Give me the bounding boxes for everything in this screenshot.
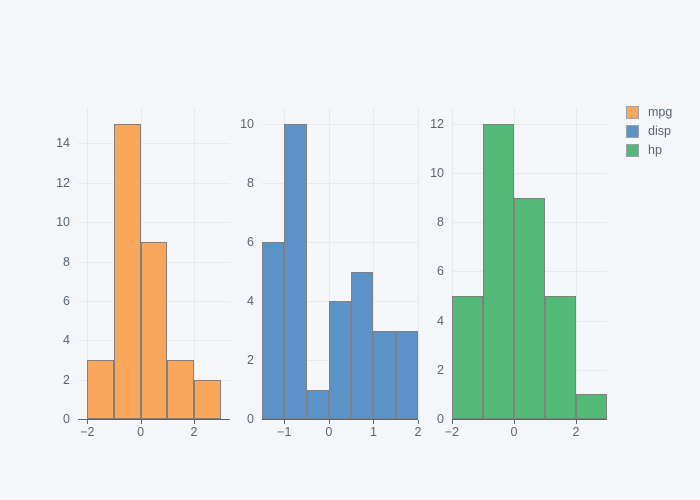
y-tick-label: 6 (63, 293, 70, 308)
x-tick-mark (514, 420, 515, 424)
legend-item-mpg[interactable]: mpg (626, 103, 696, 121)
x-tick-mark (418, 420, 419, 424)
x-axis-line (262, 419, 418, 420)
gridline-vertical (452, 108, 453, 419)
y-tick-label: 0 (247, 412, 254, 426)
y-tick-label: 12 (430, 116, 444, 131)
x-tick-mark (576, 420, 577, 424)
histogram-bar[interactable] (395, 330, 418, 419)
histogram-bar[interactable] (114, 123, 141, 419)
gridline-vertical (418, 108, 419, 419)
y-tick-label: 2 (437, 362, 444, 377)
y-tick-label: 4 (63, 333, 70, 348)
histogram-bar[interactable] (452, 296, 483, 419)
histogram-bar[interactable] (167, 359, 194, 419)
x-tick-mark (87, 420, 89, 424)
legend-item-disp[interactable]: disp (626, 122, 696, 140)
plot-area (262, 108, 419, 419)
y-tick-label: 2 (63, 372, 70, 387)
histogram-bar[interactable] (262, 242, 285, 419)
gridline-horizontal (78, 222, 230, 224)
x-tick-label: 2 (572, 425, 580, 439)
y-tick-label: 8 (63, 254, 70, 269)
histogram-bar[interactable] (328, 301, 352, 419)
gridline-vertical (373, 108, 375, 419)
histogram-bar[interactable] (576, 394, 607, 419)
gridline-horizontal (452, 173, 607, 175)
gridline-horizontal (78, 182, 230, 184)
y-tick-label: 4 (437, 313, 444, 328)
x-axis-line (452, 419, 607, 420)
histogram-bar[interactable] (140, 241, 168, 419)
histogram-bar[interactable] (373, 330, 396, 419)
x-tick-label: 0 (510, 425, 518, 439)
plot-area (452, 108, 607, 419)
x-tick-mark (284, 420, 286, 424)
y-tick-label: 6 (247, 235, 254, 250)
x-axis-line (78, 419, 230, 420)
legend-item-label: mpg (648, 104, 673, 119)
histogram-bar[interactable] (351, 271, 374, 419)
legend-swatch-icon (626, 105, 639, 119)
legend-swatch-icon (626, 143, 639, 157)
gridline-horizontal (452, 123, 607, 125)
legend-swatch-icon (626, 124, 639, 138)
y-tick-label: 14 (56, 136, 70, 151)
gridline-vertical (576, 108, 577, 419)
y-tick-label: 6 (437, 264, 444, 279)
legend-item-hp[interactable]: hp (626, 141, 696, 159)
x-tick-label: 2 (414, 425, 422, 439)
x-tick-label: 0 (325, 425, 333, 439)
gridline-vertical (194, 108, 195, 419)
y-tick-label: 8 (247, 176, 254, 191)
x-tick-label: 0 (137, 425, 145, 439)
y-tick-label: 10 (430, 166, 444, 181)
x-tick-mark (452, 420, 453, 424)
histogram-bar[interactable] (87, 359, 114, 419)
histogram-bar[interactable] (306, 389, 329, 419)
y-tick-label: 2 (247, 353, 254, 368)
y-tick-label: 10 (56, 215, 70, 230)
histogram-bar[interactable] (284, 124, 307, 419)
x-tick-mark (328, 420, 330, 424)
x-tick-label: −2 (444, 425, 460, 439)
y-tick-label: 8 (437, 215, 444, 230)
histogram-bar[interactable] (194, 379, 221, 419)
legend: mpg disp hp (626, 103, 696, 160)
gridline-horizontal (262, 124, 418, 126)
legend-item-label: hp (648, 142, 662, 157)
subplot-hp: 0 2 4 6 8 10 12 −2 0 2 (430, 108, 607, 438)
x-tick-label: 2 (190, 425, 198, 439)
gridline-horizontal (262, 242, 418, 244)
histogram-bar[interactable] (514, 197, 545, 419)
x-tick-mark (140, 420, 142, 424)
plot-area (78, 108, 230, 419)
legend-item-label: disp (648, 123, 671, 138)
x-tick-label: −1 (277, 425, 292, 439)
y-tick-label: 12 (56, 175, 70, 190)
gridline-vertical (328, 108, 330, 419)
y-tick-label: 0 (437, 412, 444, 426)
y-tick-label: 0 (63, 412, 70, 426)
subplot-mpg: 0 2 4 6 8 10 12 14 −2 0 2 (56, 108, 230, 438)
y-tick-label: 4 (247, 294, 254, 309)
y-tick-label: 10 (240, 117, 254, 132)
histogram-bar[interactable] (545, 296, 576, 419)
gridline-horizontal (262, 183, 418, 185)
x-tick-label: 1 (369, 425, 377, 439)
histogram-bar[interactable] (483, 123, 514, 419)
gridline-vertical (87, 108, 89, 419)
gridline-horizontal (78, 143, 230, 145)
x-tick-mark (373, 420, 375, 424)
x-tick-mark (194, 420, 195, 424)
subplot-disp: 0 2 4 6 8 10 −1 0 1 2 (240, 108, 421, 438)
x-tick-label: −2 (80, 425, 95, 439)
